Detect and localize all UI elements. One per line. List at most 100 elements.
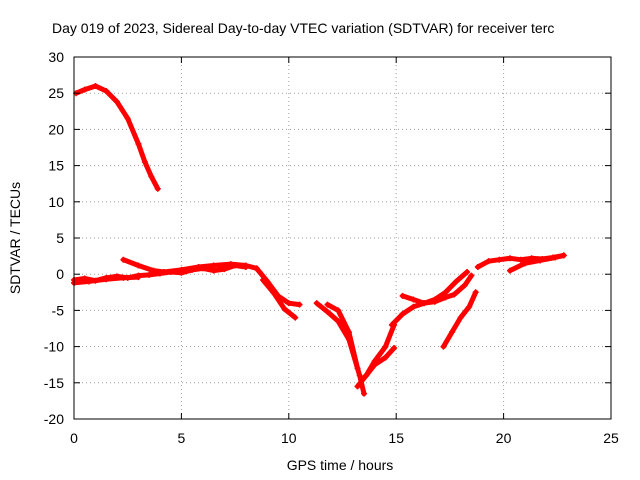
y-tick-label: 30 xyxy=(48,49,64,65)
data-point xyxy=(517,256,524,263)
data-point xyxy=(103,276,110,283)
y-tick-label: 0 xyxy=(56,266,64,282)
data-point xyxy=(253,265,260,272)
series-arc-13 xyxy=(441,289,479,350)
data-point xyxy=(313,300,320,307)
data-point xyxy=(371,361,378,368)
data-point xyxy=(161,269,168,276)
data-point xyxy=(468,272,475,279)
x-tick-label: 0 xyxy=(70,430,78,446)
data-point xyxy=(552,254,559,261)
data-point xyxy=(440,343,447,350)
data-point xyxy=(457,314,464,321)
grid xyxy=(74,57,611,419)
y-tick-label: 15 xyxy=(48,158,64,174)
data-point xyxy=(453,278,460,285)
data-point xyxy=(431,296,438,303)
data-point xyxy=(113,98,120,105)
data-point xyxy=(485,258,492,265)
data-point xyxy=(281,305,288,312)
data-point xyxy=(335,307,342,314)
data-point xyxy=(391,345,398,352)
series-arc-1 xyxy=(73,83,161,192)
data-point xyxy=(242,262,249,269)
data-point xyxy=(135,140,142,147)
data-point xyxy=(292,314,299,321)
data-point xyxy=(227,261,234,268)
data-point xyxy=(210,262,217,269)
series-arc-7 xyxy=(314,300,367,397)
data-point xyxy=(345,329,352,336)
data-point xyxy=(449,329,456,336)
chart-title: Day 019 of 2023, Sidereal Day-to-day VTE… xyxy=(52,20,554,36)
data-point xyxy=(442,289,449,296)
data-point xyxy=(146,271,153,278)
x-tick-label: 15 xyxy=(388,430,404,446)
data-point xyxy=(124,115,131,122)
data-point xyxy=(92,82,99,89)
data-point xyxy=(410,303,417,310)
data-point xyxy=(324,308,331,315)
y-tick-label: 10 xyxy=(48,194,64,210)
y-tick-label: -15 xyxy=(44,375,64,391)
data-point xyxy=(141,158,148,165)
data-point xyxy=(360,390,367,397)
series-arc-6 xyxy=(260,277,298,321)
data-point xyxy=(150,267,157,274)
data-point xyxy=(466,303,473,310)
data-point xyxy=(81,86,88,93)
data-point xyxy=(324,301,331,308)
data-point xyxy=(154,185,161,192)
x-tick-label: 25 xyxy=(603,430,619,446)
data-point xyxy=(399,292,406,299)
data-point xyxy=(195,263,202,270)
data-point xyxy=(421,300,428,307)
y-tick-label: -5 xyxy=(52,302,65,318)
data-point xyxy=(474,263,481,270)
data-point xyxy=(86,278,93,285)
data-point xyxy=(496,256,503,263)
plot-series xyxy=(71,82,567,397)
y-tick-label: -20 xyxy=(44,411,64,427)
data-point xyxy=(388,321,395,328)
series-arc-10 xyxy=(363,345,397,379)
x-tick-label: 10 xyxy=(281,430,297,446)
y-tick-label: 5 xyxy=(56,230,64,246)
y-tick-label: 25 xyxy=(48,85,64,101)
data-point xyxy=(363,372,370,379)
data-point xyxy=(464,269,471,276)
data-point xyxy=(410,296,417,303)
data-point xyxy=(354,365,361,372)
data-point xyxy=(296,301,303,308)
data-point xyxy=(270,290,277,297)
data-point xyxy=(285,300,292,307)
data-point xyxy=(103,88,110,95)
data-point xyxy=(354,383,361,390)
data-point xyxy=(135,274,142,281)
data-point xyxy=(382,354,389,361)
y-tick-label: 20 xyxy=(48,121,64,137)
data-point xyxy=(335,318,342,325)
data-point xyxy=(522,260,529,267)
series-arc-4 xyxy=(120,257,260,275)
x-axis-label: GPS time / hours xyxy=(287,457,394,473)
data-point xyxy=(507,255,514,262)
x-tick-label: 20 xyxy=(496,430,512,446)
data-point xyxy=(472,289,479,296)
data-point xyxy=(507,267,514,274)
data-point xyxy=(461,282,468,289)
data-point xyxy=(537,257,544,264)
data-point xyxy=(120,274,127,281)
data-point xyxy=(120,256,127,263)
data-point xyxy=(210,267,217,274)
data-point xyxy=(356,372,363,379)
data-point xyxy=(399,311,406,318)
axis-ticks: 0 5 10 15 20 25 30 25 20 15 10 5 0 -5 -10 -15 -20 xyxy=(44,49,619,446)
x-tick-label: 5 xyxy=(178,430,186,446)
data-point xyxy=(178,266,185,273)
data-point xyxy=(442,294,449,301)
data-point xyxy=(451,291,458,298)
data-point xyxy=(260,276,267,283)
data-point xyxy=(560,252,567,259)
